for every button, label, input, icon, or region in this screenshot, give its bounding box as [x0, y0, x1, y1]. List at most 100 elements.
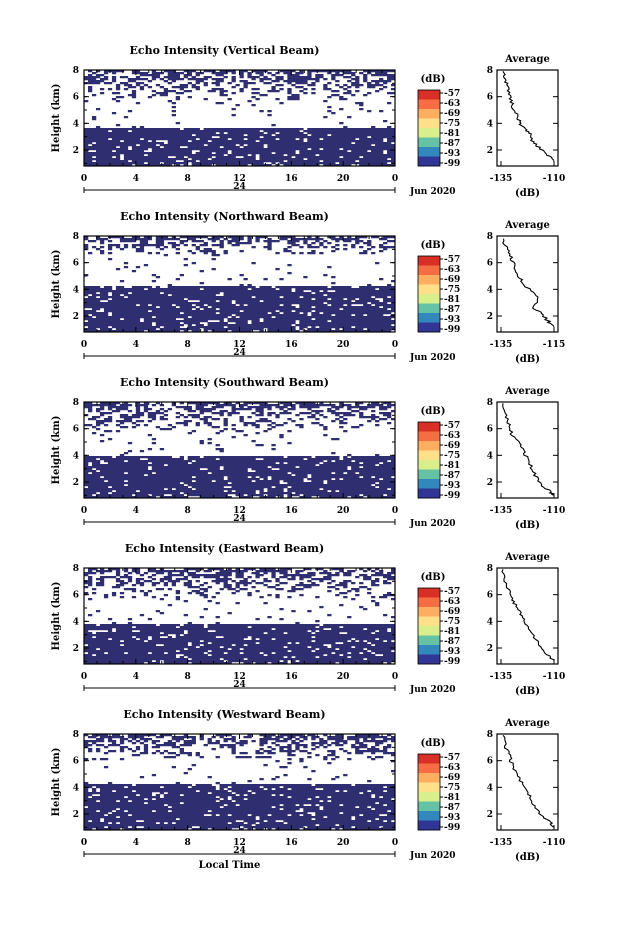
colorbar-cell: [418, 814, 440, 818]
profile-line: [502, 403, 555, 496]
colorbar-label: -69: [444, 441, 460, 451]
profile-y-tick-label: 6: [487, 757, 493, 767]
colorbar-label: -75: [444, 451, 460, 461]
x-tick-label: 8: [185, 672, 191, 682]
y-tick-label: 8: [73, 232, 79, 242]
colorbar-frame: [417, 255, 441, 333]
colorbar-cell: [418, 594, 440, 598]
colorbar-cell: [418, 654, 440, 659]
colorbar-cell: [418, 769, 440, 774]
x-tick-label: 16: [285, 672, 298, 682]
colorbar-cell: [418, 287, 440, 292]
colorbar-label: -57: [444, 255, 460, 265]
heatmap-cells: [84, 236, 396, 333]
colorbar-cell: [418, 297, 440, 301]
x-tick-label: 20: [337, 506, 350, 516]
colorbar-label: -57: [444, 587, 460, 597]
profile-y-tick-label: 2: [487, 312, 493, 322]
x-tick-label: 0: [81, 838, 87, 848]
y-tick-label: 4: [73, 451, 79, 461]
chart-title: Echo Intensity (Eastward Beam): [125, 542, 324, 555]
colorbar-label: -75: [444, 617, 460, 627]
x-tick-label: 20: [337, 838, 350, 848]
y-tick-label: 2: [73, 644, 79, 654]
x-tick-label: 0: [392, 174, 398, 184]
y-tick-label: 2: [73, 478, 79, 488]
colorbar-cell: [418, 453, 440, 458]
profile-frame: [496, 401, 559, 499]
x-tick-label: 12: [233, 838, 246, 848]
colorbar-cell: [418, 319, 440, 323]
profile-y-tick-label: 4: [487, 617, 493, 627]
chart-title: Echo Intensity (Vertical Beam): [129, 44, 319, 57]
colorbar-frame: [417, 89, 441, 167]
colorbar-cell: [418, 494, 440, 499]
colorbar-label: -93: [444, 813, 460, 823]
colorbar-label: -75: [444, 119, 460, 129]
profile-x-label: (dB): [515, 686, 540, 697]
heatmap-cell-path: [84, 568, 396, 665]
y-tick-label: 8: [73, 564, 79, 574]
colorbar-cell: [418, 463, 440, 467]
x-tick-label: 12: [233, 506, 246, 516]
y-tick-label: 2: [73, 810, 79, 820]
colorbar-cell: [418, 256, 440, 260]
chart-panel: Echo Intensity (Eastward Beam)2468Height…: [51, 542, 565, 697]
chart-title: Echo Intensity (Westward Beam): [123, 708, 325, 721]
colorbar-cell: [418, 325, 440, 330]
x-tick-label: 4: [133, 506, 139, 516]
heatmap-cells: [84, 568, 396, 665]
colorbar-cell: [418, 262, 440, 266]
colorbar-label: -63: [444, 265, 460, 275]
x-tick-label: 0: [81, 672, 87, 682]
colorbar-cell: [418, 638, 440, 643]
colorbar-cell: [418, 798, 440, 802]
colorbar-cell: [418, 619, 440, 624]
colorbar-cell: [418, 795, 440, 799]
y-tick-label: 8: [73, 66, 79, 76]
profile-y-tick-label: 8: [487, 730, 493, 740]
colorbar-cell: [418, 294, 440, 298]
x-tick-label: 16: [285, 838, 298, 848]
profile-x-label: (dB): [515, 188, 540, 199]
colorbar-cell: [418, 488, 440, 493]
colorbar-cell: [418, 645, 440, 649]
chart-panel: Echo Intensity (Vertical Beam)2468Height…: [51, 44, 565, 199]
colorbar-cell: [418, 607, 440, 611]
heatmap-cells: [84, 402, 396, 499]
profile-y-tick-label: 8: [487, 66, 493, 76]
profile-y-tick-label: 6: [487, 93, 493, 103]
x-tick-label: 0: [392, 672, 398, 682]
colorbar-cell: [418, 456, 440, 461]
colorbar-cell: [418, 124, 440, 129]
y-tick-label: 4: [73, 119, 79, 129]
colorbar-cell: [418, 773, 440, 777]
colorbar-label: -75: [444, 783, 460, 793]
x-tick-label: 0: [81, 340, 87, 350]
colorbar-cell: [418, 118, 440, 123]
colorbar-cell: [418, 804, 440, 809]
profile-x-tick-label: -135: [490, 506, 513, 516]
colorbar-cell: [418, 316, 440, 320]
y-axis-label: Height (km): [51, 416, 62, 485]
colorbar-label: -93: [444, 647, 460, 657]
colorbar-cell: [418, 437, 440, 442]
colorbar-cell: [418, 648, 440, 652]
colorbar-cell: [418, 785, 440, 790]
date-label: Jun 2020: [409, 685, 456, 695]
colorbar-cell: [418, 807, 440, 812]
profile-title: Average: [504, 718, 550, 729]
x-tick-label: 8: [185, 174, 191, 184]
colorbar-cell: [418, 128, 440, 132]
profile-frame: [496, 567, 559, 665]
colorbar-cell: [418, 96, 440, 100]
x-tick-label: 8: [185, 506, 191, 516]
x-tick-label: 8: [185, 838, 191, 848]
colorbar-cell: [418, 610, 440, 614]
colorbar-label: -57: [444, 89, 460, 99]
colorbar-cell: [418, 757, 440, 761]
colorbar-label: -93: [444, 481, 460, 491]
colorbar-cell: [418, 265, 440, 270]
profile-y-tick-label: 4: [487, 285, 493, 295]
y-tick-label: 6: [73, 757, 79, 767]
